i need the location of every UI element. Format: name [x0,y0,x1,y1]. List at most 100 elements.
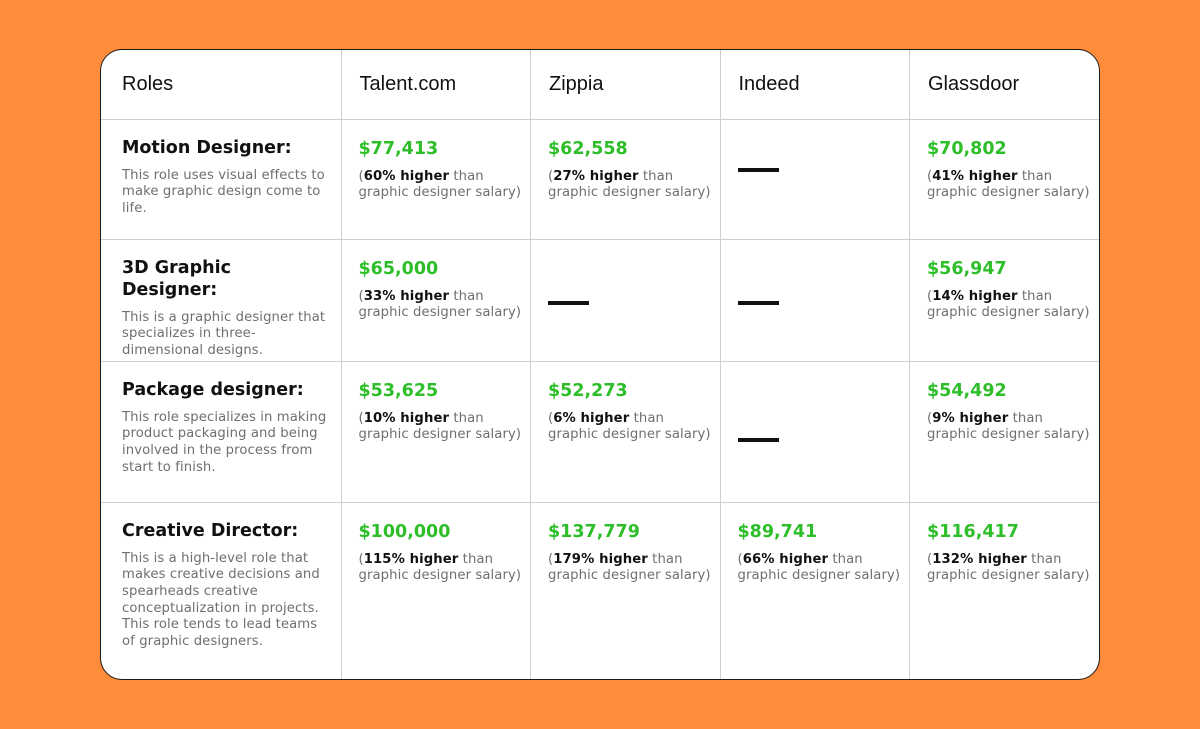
salary-value: $70,802 [927,138,1007,159]
salary-cell: $53,625 (10% higher than graphic designe… [341,361,531,503]
than-text: than [1017,288,1053,304]
than-text: than [828,551,863,567]
no-data-dash [737,300,779,305]
salary-cell: $62,558 (27% higher than graphic designe… [530,119,721,240]
than-text: than [458,551,494,567]
salary-cell: $52,273 (6% higher than graphic designer… [530,361,721,503]
salary-comparison: (60% higher than graphic designer salary… [359,169,523,202]
paren-open: ( [358,410,364,426]
header-zippia: Zippia [530,50,721,120]
salary-comparison: (6% higher than graphic designer salary) [548,411,712,444]
table-row: 3D Graphic Designer: This is a graphic d… [101,239,1099,362]
paren-open: ( [927,410,933,426]
comparison-rest: graphic designer salary) [358,305,522,321]
table-row: Creative Director: This is a high-level … [101,502,1099,679]
salary-comparison: (132% higher than graphic designer salar… [927,552,1091,585]
role-title: 3D Graphic Designer: [122,257,231,300]
percent-higher: 33% higher [363,288,450,304]
percent-higher: 41% higher [932,168,1018,184]
salary-comparison: (33% higher than graphic designer salary… [359,289,523,322]
percent-higher: 10% higher [363,410,450,426]
table-row: Motion Designer: This role uses visual e… [101,119,1099,240]
comparison-rest: graphic designer salary) [548,568,711,584]
no-data-dash [548,300,589,305]
salary-comparison: (41% higher than graphic designer salary… [927,169,1091,202]
salary-value: $52,273 [548,380,628,401]
paren-open: ( [927,168,933,184]
comparison-rest: graphic designer salary) [927,185,1090,201]
comparison-rest: graphic designer salary) [548,427,711,443]
header-indeed: Indeed [720,50,910,120]
paren-open: ( [548,168,554,184]
salary-value: $77,413 [358,138,439,159]
role-description: This is a graphic designer that speciali… [122,309,326,358]
role-description: This role specializes in making product … [122,409,327,475]
comparison-rest: graphic designer salary) [737,568,901,584]
salary-cell: $116,417 (132% higher than graphic desig… [910,502,1100,679]
salary-comparison: (9% higher than graphic designer salary) [927,411,1091,444]
role-cell: Package designer: This role specializes … [101,361,342,503]
percent-higher: 115% higher [363,551,459,567]
percent-higher: 14% higher [932,288,1018,304]
empty-cell [720,361,910,503]
salary-value: $116,417 [927,521,1019,542]
no-data-dash [737,167,779,172]
role-description: This role uses visual effects to make gr… [122,167,325,216]
than-text: than [1026,551,1062,567]
header-glassdoor: Glassdoor [909,50,1099,120]
than-text: than [1017,168,1053,184]
salary-comparison: (66% higher than graphic designer salary… [738,552,902,585]
role-title: Motion Designer: [122,137,292,158]
paren-open: ( [927,551,933,567]
percent-higher: 9% higher [932,410,1009,426]
salary-cell: $56,947 (14% higher than graphic designe… [909,239,1099,362]
role-cell: Motion Designer: This role uses visual e… [101,119,342,240]
than-text: than [449,288,484,304]
salary-cell: $89,741 (66% higher than graphic designe… [720,502,910,679]
comparison-rest: graphic designer salary) [548,185,711,201]
salary-cell: $54,492 (9% higher than graphic designer… [909,361,1099,503]
salary-value: $62,558 [548,138,628,159]
paren-open: ( [927,288,933,304]
percent-higher: 132% higher [932,551,1027,567]
salary-value: $137,779 [548,521,640,542]
paren-open: ( [358,551,364,567]
role-title: Package designer: [122,379,304,400]
salary-cell: $70,802 (41% higher than graphic designe… [909,119,1099,240]
role-title: Creative Director: [122,520,299,541]
header-roles: Roles [101,50,342,120]
paren-open: ( [548,551,554,567]
empty-cell [720,239,910,362]
salary-comparison: (115% higher than graphic designer salar… [359,552,523,585]
salary-cell: $100,000 (115% higher than graphic desig… [341,502,531,679]
comparison-rest: graphic designer salary) [358,427,522,443]
than-text: than [629,410,664,426]
salary-cell: $77,413 (60% higher than graphic designe… [341,119,531,240]
salary-value: $53,625 [358,380,439,401]
paren-open: ( [737,551,743,567]
than-text: than [1008,410,1043,426]
salary-cell: $137,779 (179% higher than graphic desig… [530,502,721,679]
percent-higher: 6% higher [553,410,630,426]
salary-comparison: (14% higher than graphic designer salary… [927,289,1091,322]
salary-comparison-card: Roles Talent.com Zippia Indeed Glassdoor… [100,49,1100,680]
comparison-rest: graphic designer salary) [927,427,1090,443]
salary-comparison: (10% higher than graphic designer salary… [359,411,523,444]
than-text: than [647,551,683,567]
table-row: Package designer: This role specializes … [101,361,1099,503]
salary-value: $54,492 [927,380,1007,401]
role-description: This is a high-level role that makes cre… [122,550,320,650]
no-data-dash [737,437,779,442]
salary-table: Roles Talent.com Zippia Indeed Glassdoor… [101,50,1099,679]
percent-higher: 66% higher [742,551,829,567]
paren-open: ( [548,410,554,426]
salary-value: $100,000 [358,521,451,542]
salary-value: $56,947 [927,258,1007,279]
role-cell: Creative Director: This is a high-level … [101,502,342,679]
than-text: than [449,168,484,184]
than-text: than [638,168,674,184]
paren-open: ( [358,168,364,184]
salary-comparison: (179% higher than graphic designer salar… [548,552,712,585]
paren-open: ( [358,288,364,304]
comparison-rest: graphic designer salary) [927,305,1090,321]
